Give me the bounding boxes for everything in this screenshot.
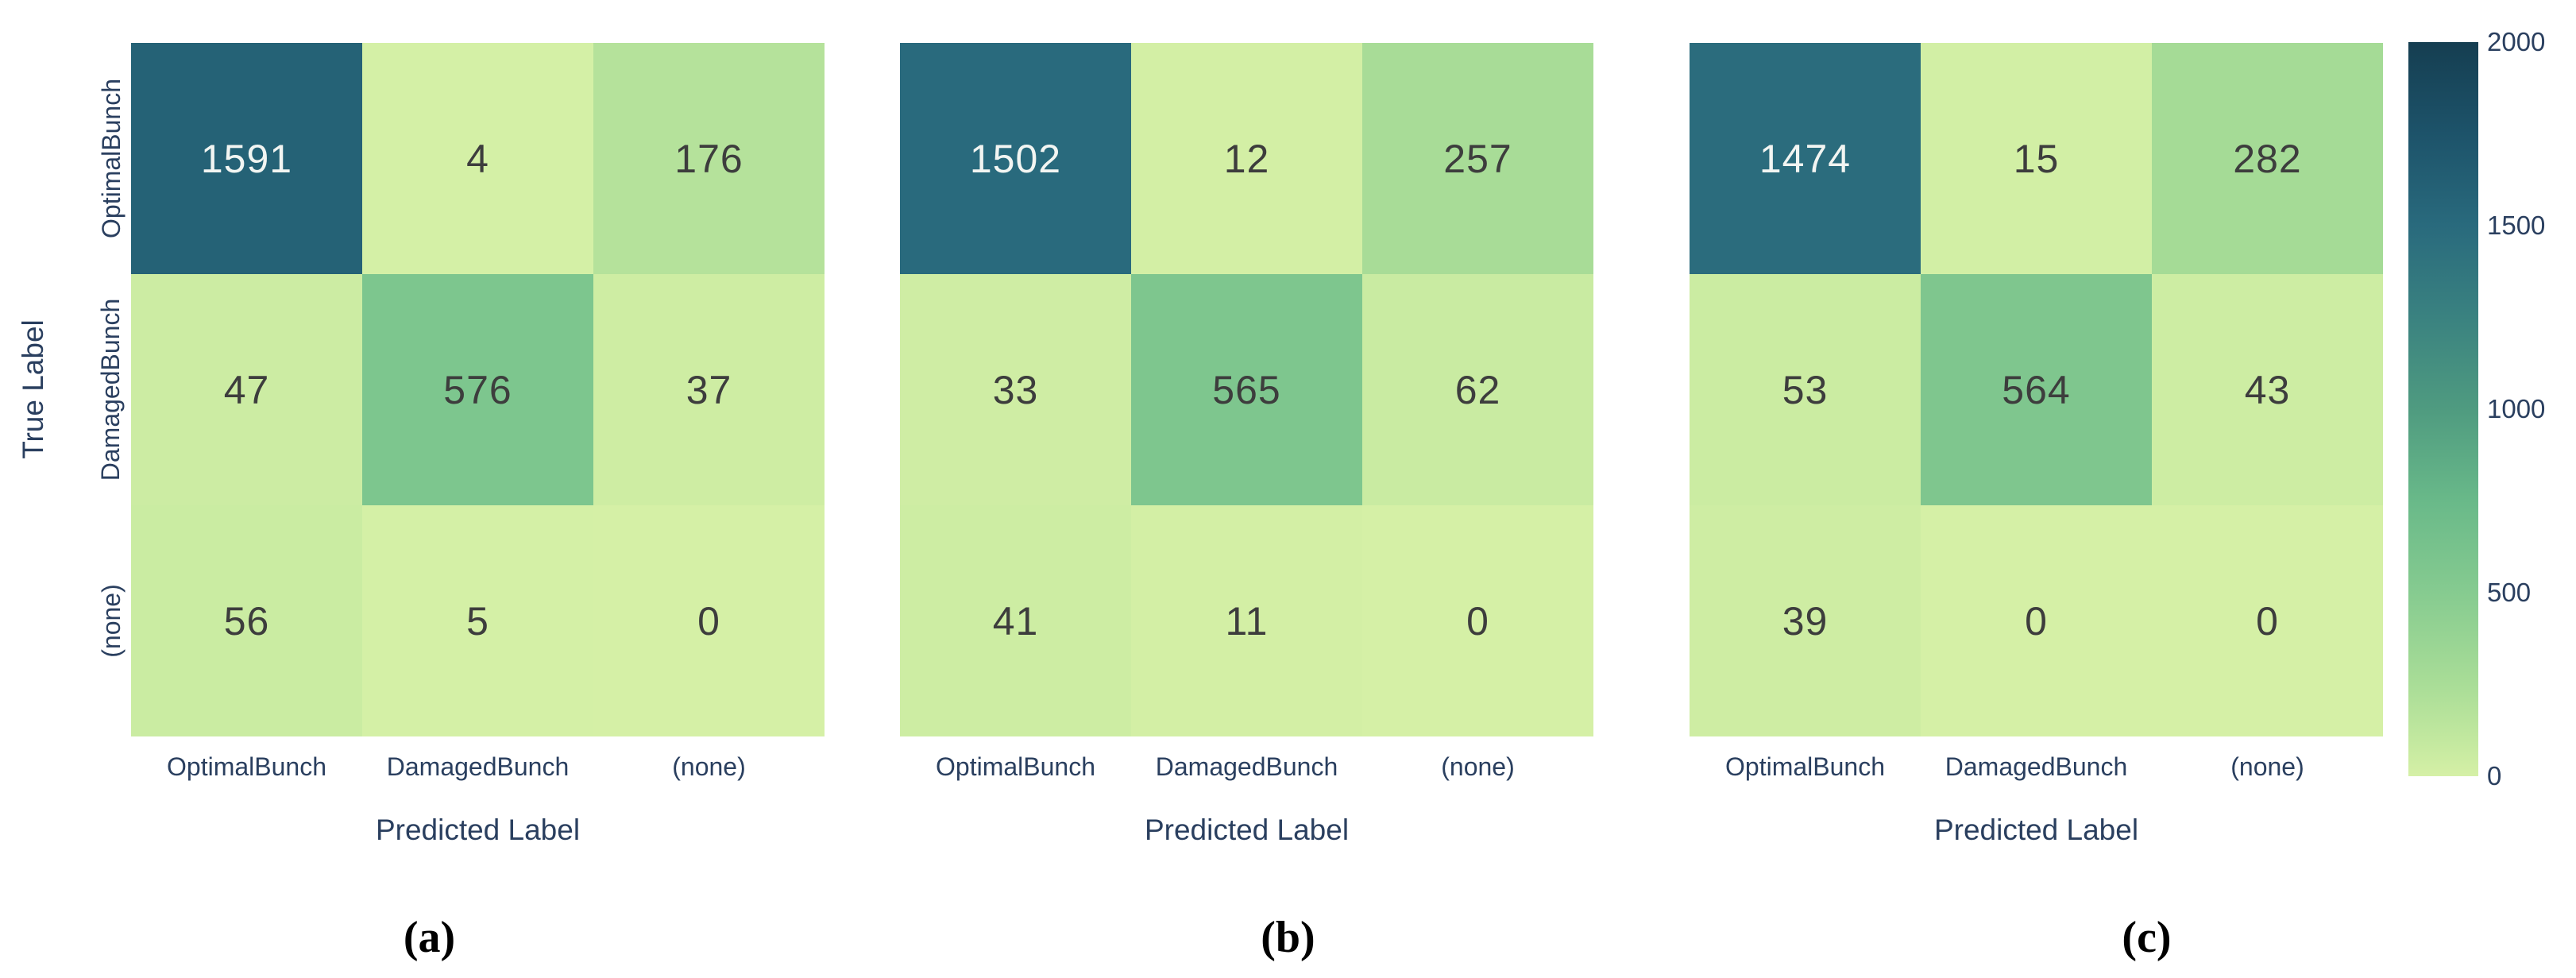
cell-value: 282 — [2233, 136, 2302, 181]
cell-value: 12 — [1223, 136, 1270, 181]
x-tick-label: DamagedBunch — [1155, 752, 1338, 781]
heatmap-cell: 176 — [593, 43, 825, 274]
cell-value: 39 — [1782, 598, 1829, 644]
cell-value: 4 — [466, 136, 489, 181]
heatmap-cell: 0 — [1921, 505, 2152, 736]
x-tick-label: DamagedBunch — [1945, 752, 2128, 781]
colorbar-tick-label: 2000 — [2487, 27, 2546, 56]
y-axis-title: True Label — [17, 319, 50, 459]
heatmap-cell: 33 — [900, 274, 1131, 505]
cell-value: 0 — [2025, 598, 2048, 644]
x-tick-label: OptimalBunch — [1725, 752, 1885, 781]
cell-value: 41 — [992, 598, 1039, 644]
heatmap-cell: 282 — [2152, 43, 2383, 274]
cell-value: 0 — [1466, 598, 1489, 644]
colorbar-tick-label: 1000 — [2487, 394, 2546, 423]
heatmap-cell: 15 — [1921, 43, 2152, 274]
heatmap-panel-a: 1591 4 176 47 576 37 56 5 0 — [131, 43, 825, 736]
cell-value: 11 — [1225, 598, 1269, 644]
colorbar-gradient — [2408, 42, 2478, 776]
colorbar-tick-label: 0 — [2487, 761, 2502, 791]
cell-value: 1502 — [969, 136, 1062, 181]
heatmap-cell: 53 — [1690, 274, 1921, 505]
cell-value: 0 — [2256, 598, 2279, 644]
x-axis-title-c: Predicted Label — [1933, 814, 2139, 846]
x-tick-label: (none) — [672, 752, 746, 781]
heatmap-cell: 43 — [2152, 274, 2383, 505]
cell-value: 576 — [443, 367, 512, 412]
cell-value: 176 — [674, 136, 743, 181]
heatmap-panel-c: 1474 15 282 53 564 43 39 0 0 — [1690, 43, 2383, 736]
heatmap-cell: 4 — [362, 43, 593, 274]
cell-value: 53 — [1782, 367, 1829, 412]
heatmap-cell: 11 — [1131, 505, 1362, 736]
heatmap-cell: 39 — [1690, 505, 1921, 736]
x-tick-label: (none) — [2230, 752, 2304, 781]
cell-value: 15 — [2013, 136, 2060, 181]
heatmap-cell: 1474 — [1690, 43, 1921, 274]
cell-value: 5 — [466, 598, 489, 644]
y-tick-label: OptimalBunch — [96, 79, 126, 238]
x-tick-label: DamagedBunch — [386, 752, 570, 781]
heatmap-cell: 62 — [1362, 274, 1593, 505]
y-tick-label: DamagedBunch — [96, 298, 126, 481]
heatmap-cell: 41 — [900, 505, 1131, 736]
caption-b: (b) — [1261, 913, 1315, 962]
heatmap-cell: 47 — [131, 274, 362, 505]
cell-value: 257 — [1443, 136, 1512, 181]
cell-value: 62 — [1454, 367, 1501, 412]
heatmap-cell: 37 — [593, 274, 825, 505]
heatmap-cell: 565 — [1131, 274, 1362, 505]
cell-value: 565 — [1212, 367, 1281, 412]
caption-a: (a) — [403, 913, 456, 962]
cell-value: 0 — [697, 598, 720, 644]
x-axis-title-b: Predicted Label — [1144, 814, 1350, 846]
x-axis-title-a: Predicted Label — [375, 814, 581, 846]
heatmap-cell: 5 — [362, 505, 593, 736]
heatmap-cell: 576 — [362, 274, 593, 505]
cell-value: 564 — [2002, 367, 2071, 412]
heatmap-cell: 1591 — [131, 43, 362, 274]
caption-c: (c) — [2122, 913, 2172, 962]
cell-value: 43 — [2244, 367, 2291, 412]
heatmap-cell: 0 — [593, 505, 825, 736]
cell-value: 33 — [992, 367, 1039, 412]
y-tick-label: (none) — [96, 584, 126, 658]
heatmap-cell: 564 — [1921, 274, 2152, 505]
colorbar-tick-label: 500 — [2487, 578, 2532, 607]
cell-value: 56 — [223, 598, 270, 644]
heatmap-cell: 1502 — [900, 43, 1131, 274]
cell-value: 47 — [223, 367, 270, 412]
colorbar-tick-label: 1500 — [2487, 211, 2546, 240]
cell-value: 1474 — [1759, 136, 1852, 181]
cell-value: 1591 — [200, 136, 293, 181]
heatmap-cell: 257 — [1362, 43, 1593, 274]
heatmap-cell: 56 — [131, 505, 362, 736]
cell-value: 37 — [686, 367, 732, 412]
x-tick-label: (none) — [1441, 752, 1515, 781]
heatmap-cell: 0 — [1362, 505, 1593, 736]
heatmap-cell: 0 — [2152, 505, 2383, 736]
x-tick-label: OptimalBunch — [167, 752, 326, 781]
heatmap-panel-b: 1502 12 257 33 565 62 41 11 0 — [900, 43, 1593, 736]
x-tick-label: OptimalBunch — [936, 752, 1095, 781]
heatmap-cell: 12 — [1131, 43, 1362, 274]
